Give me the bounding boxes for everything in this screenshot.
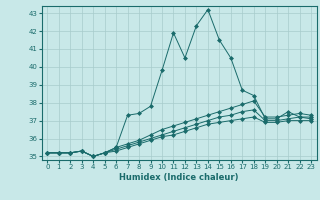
X-axis label: Humidex (Indice chaleur): Humidex (Indice chaleur) xyxy=(119,173,239,182)
